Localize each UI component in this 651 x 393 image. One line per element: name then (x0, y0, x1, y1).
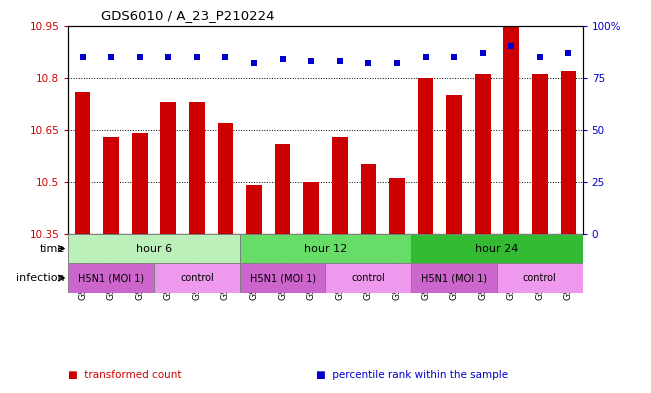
Text: hour 24: hour 24 (475, 244, 519, 253)
Text: control: control (352, 273, 385, 283)
Bar (411, 234, 583, 263)
Point (477, 50, 488, 56)
Text: hour 6: hour 6 (136, 244, 172, 253)
Bar (475, 74, 490, 234)
Bar (68, 234, 240, 263)
Bar (561, 71, 576, 234)
Bar (389, 178, 405, 234)
Text: control: control (180, 273, 214, 283)
Bar (189, 102, 205, 234)
Text: ■  transformed count: ■ transformed count (68, 370, 182, 380)
Text: hour 12: hour 12 (304, 244, 347, 253)
Bar (275, 143, 290, 234)
Point (191, 53, 202, 60)
Text: time: time (40, 244, 65, 253)
Point (506, 43, 516, 50)
Text: H5N1 (MOI 1): H5N1 (MOI 1) (421, 273, 487, 283)
Text: GDS6010 / A_23_P210224: GDS6010 / A_23_P210224 (101, 9, 275, 22)
Text: H5N1 (MOI 1): H5N1 (MOI 1) (249, 273, 316, 283)
Bar (161, 102, 176, 234)
Point (449, 53, 459, 60)
Bar (240, 234, 411, 263)
Bar (240, 263, 326, 293)
Text: infection: infection (16, 273, 65, 283)
Point (421, 53, 431, 60)
Bar (246, 185, 262, 234)
Bar (75, 92, 90, 234)
Bar (217, 123, 233, 234)
Bar (418, 77, 434, 234)
Bar (497, 263, 583, 293)
Bar (303, 182, 319, 234)
Text: H5N1 (MOI 1): H5N1 (MOI 1) (78, 273, 145, 283)
Point (220, 53, 230, 60)
Text: control: control (523, 273, 557, 283)
Point (163, 53, 174, 60)
Bar (104, 137, 119, 234)
Point (277, 56, 288, 62)
Bar (132, 133, 148, 234)
Point (306, 58, 316, 64)
Point (77, 53, 88, 60)
Bar (68, 263, 154, 293)
Bar (446, 95, 462, 234)
Bar (326, 263, 411, 293)
Point (106, 53, 117, 60)
Point (135, 53, 145, 60)
Point (534, 53, 545, 60)
Point (363, 60, 374, 66)
Point (249, 60, 259, 66)
Point (563, 50, 574, 56)
Bar (503, 26, 519, 234)
Point (392, 60, 402, 66)
Bar (154, 263, 240, 293)
Text: ■  percentile rank within the sample: ■ percentile rank within the sample (316, 370, 508, 380)
Point (335, 58, 345, 64)
Bar (332, 137, 348, 234)
Bar (411, 263, 497, 293)
Bar (532, 74, 547, 234)
Bar (361, 164, 376, 234)
